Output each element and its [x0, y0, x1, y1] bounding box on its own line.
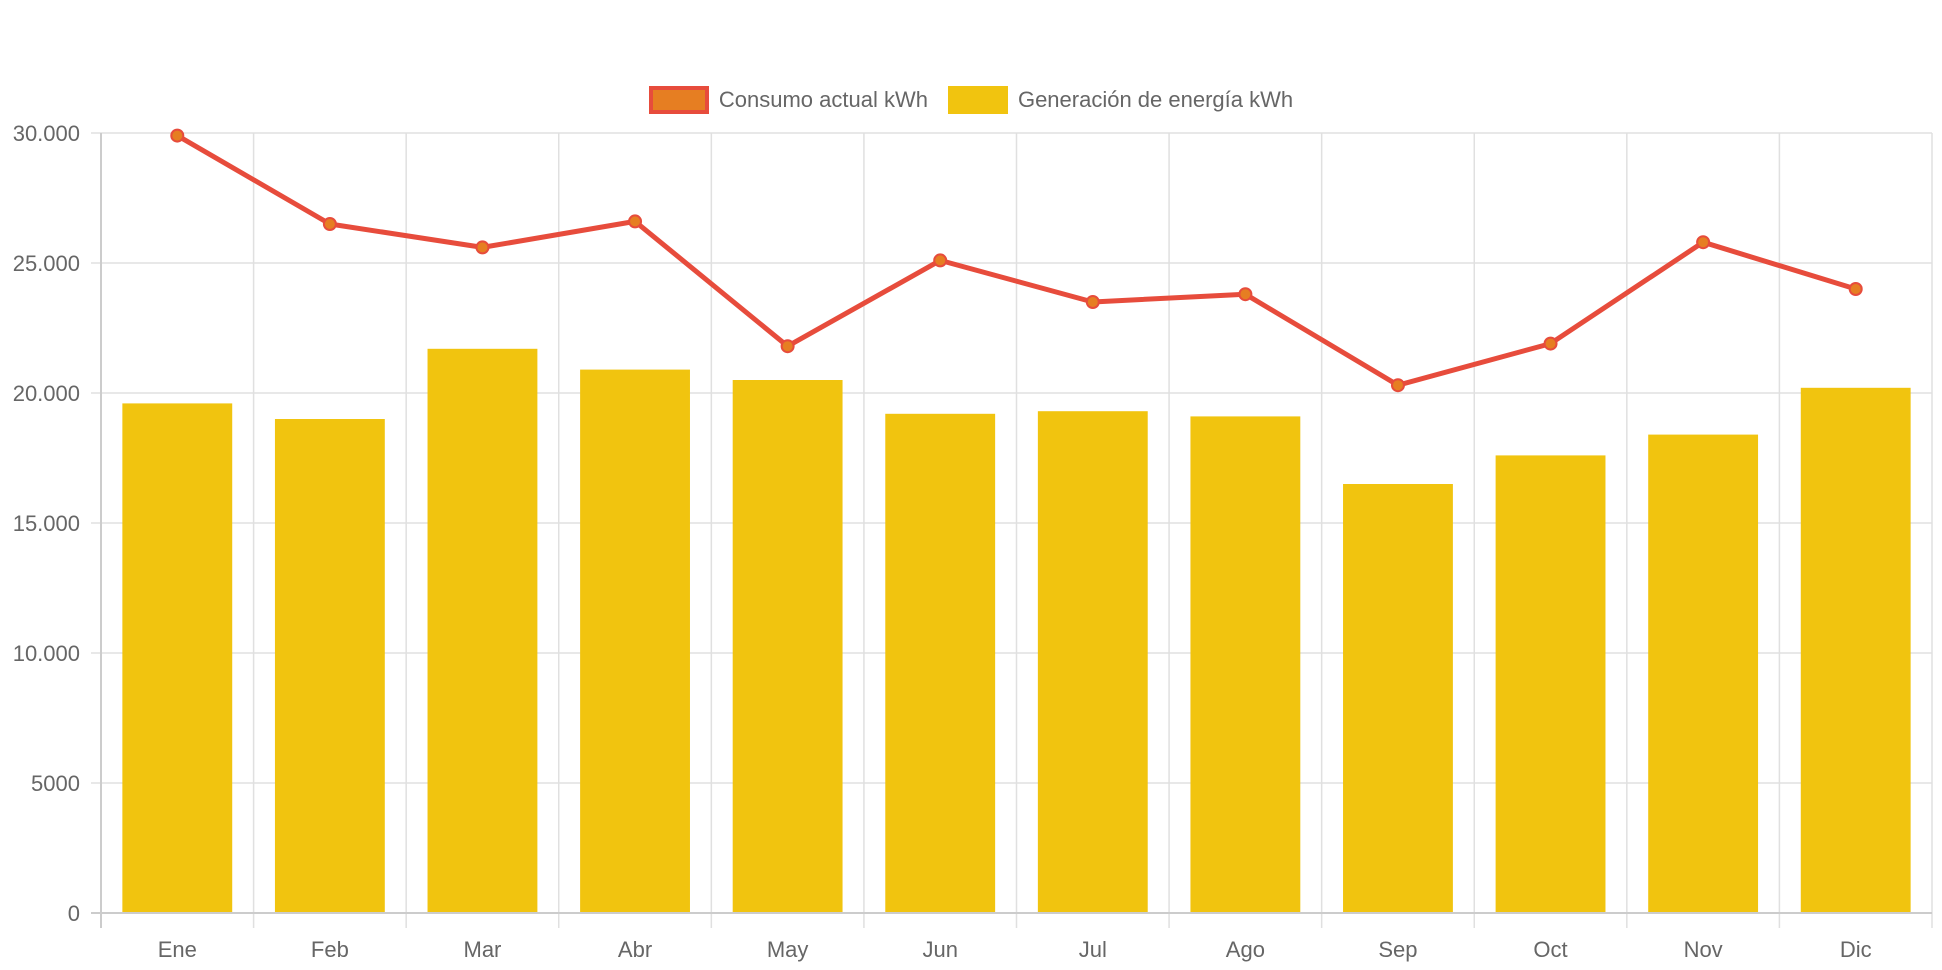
legend-label-generacion: Generación de energía kWh	[1017, 87, 1294, 112]
y-tick-label: 15.000	[13, 511, 80, 536]
bar-oct	[1495, 455, 1606, 913]
point-ene	[170, 128, 185, 143]
y-tick-label: 25.000	[13, 251, 80, 276]
point-abr	[628, 214, 643, 229]
x-tick-label: Sep	[1378, 937, 1417, 962]
x-tick-label: Feb	[311, 937, 349, 962]
line-series-consumo	[170, 128, 1863, 393]
y-tick-label: 30.000	[13, 121, 80, 146]
bar-mar	[427, 348, 538, 913]
x-tick-label: Dic	[1840, 937, 1872, 962]
legend-item-generacion[interactable]: Generación de energía kWh	[947, 86, 1294, 114]
bar-series-generacion	[122, 348, 1911, 914]
legend-swatch-consumo	[648, 86, 709, 114]
bar-jul	[1037, 411, 1148, 913]
bar-ene	[122, 403, 233, 913]
point-nov	[1696, 235, 1711, 250]
bar-abr	[580, 369, 690, 914]
x-tick-label: Jul	[1079, 937, 1107, 962]
point-mar	[475, 240, 490, 255]
bar-sep	[1343, 484, 1453, 913]
x-tick-label: Oct	[1533, 937, 1567, 962]
x-tick-label: Ene	[158, 937, 197, 962]
legend-swatch-generacion	[947, 86, 1008, 114]
point-feb	[322, 217, 337, 231]
point-oct	[1543, 336, 1558, 351]
point-may	[780, 339, 795, 354]
bar-jun	[885, 413, 996, 913]
legend-item-consumo[interactable]: Consumo actual kWh	[648, 86, 928, 114]
chart-legend: Consumo actual kWh Generación de energía…	[0, 84, 1942, 116]
y-tick-label: 10.000	[13, 641, 80, 666]
x-tick-label: May	[767, 937, 809, 962]
point-ago	[1238, 287, 1253, 302]
x-tick-label: Mar	[464, 937, 502, 962]
bar-nov	[1648, 434, 1759, 913]
x-tick-label: Nov	[1684, 937, 1723, 962]
point-jun	[933, 253, 948, 268]
line-consumo	[176, 133, 1857, 388]
x-tick-label: Ago	[1226, 937, 1265, 962]
tick-labels: 0 5000 10.000 15.000 20.000 25.000 30.000 Ene Fe…	[13, 121, 1872, 962]
y-tick-label: 20.000	[13, 381, 80, 406]
legend-label-consumo: Consumo actual kWh	[718, 87, 928, 112]
bar-dic	[1800, 387, 1911, 913]
axes	[91, 133, 1932, 928]
point-dic	[1848, 282, 1863, 296]
bar-ago	[1190, 416, 1301, 913]
point-jul	[1085, 295, 1100, 309]
x-tick-label: Jun	[922, 937, 957, 962]
point-sep	[1390, 378, 1405, 393]
y-tick-label: 5000	[31, 771, 80, 796]
bar-may	[732, 380, 843, 913]
x-tick-label: Abr	[618, 937, 652, 962]
y-tick-label: 0	[68, 901, 80, 926]
bar-feb	[274, 419, 385, 913]
